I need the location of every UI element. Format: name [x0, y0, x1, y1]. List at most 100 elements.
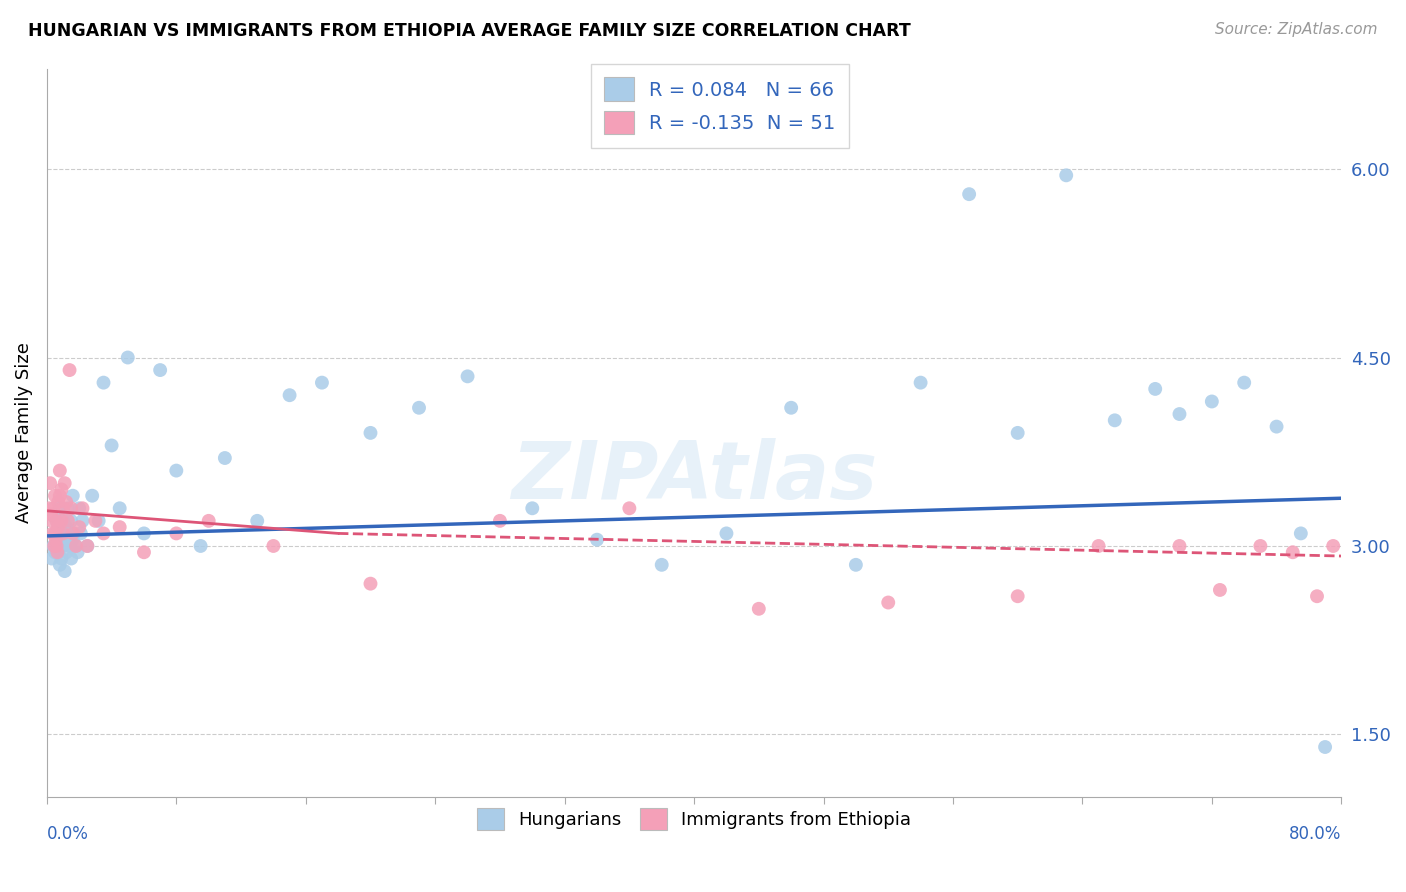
Point	[58, 363, 80, 377]
Point	[522, 501, 544, 516]
Point	[1209, 582, 1232, 597]
Point	[63, 526, 86, 541]
Point	[53, 476, 76, 491]
Point	[46, 520, 69, 534]
Point	[84, 514, 107, 528]
Point	[46, 545, 69, 559]
Point	[76, 539, 98, 553]
Point	[60, 501, 83, 516]
Point	[44, 526, 66, 541]
Point	[53, 564, 76, 578]
Point	[53, 533, 76, 547]
Point	[67, 520, 90, 534]
Point	[197, 514, 219, 528]
Point	[60, 514, 83, 528]
Point	[716, 526, 738, 541]
Legend: Hungarians, Immigrants from Ethiopia: Hungarians, Immigrants from Ethiopia	[468, 799, 921, 839]
Point	[52, 501, 75, 516]
Point	[190, 539, 212, 553]
Point	[46, 533, 69, 547]
Point	[1306, 589, 1329, 603]
Point	[52, 526, 75, 541]
Point	[44, 526, 66, 541]
Point	[93, 376, 115, 390]
Point	[45, 514, 67, 528]
Point	[55, 495, 77, 509]
Point	[51, 551, 73, 566]
Point	[44, 545, 66, 559]
Point	[70, 526, 93, 541]
Point	[51, 526, 73, 541]
Point	[66, 545, 89, 559]
Point	[360, 576, 382, 591]
Point	[1281, 545, 1303, 559]
Text: 0.0%: 0.0%	[46, 825, 89, 843]
Point	[42, 501, 65, 516]
Point	[51, 514, 73, 528]
Text: 80.0%: 80.0%	[1289, 825, 1341, 843]
Point	[1249, 539, 1271, 553]
Point	[1087, 539, 1109, 553]
Point	[108, 520, 131, 534]
Point	[117, 351, 139, 365]
Point	[62, 489, 84, 503]
Point	[45, 533, 67, 547]
Text: ZIPAtlas: ZIPAtlas	[510, 438, 877, 516]
Point	[165, 526, 187, 541]
Point	[49, 558, 72, 572]
Point	[214, 450, 236, 465]
Point	[408, 401, 430, 415]
Point	[165, 464, 187, 478]
Point	[41, 551, 63, 566]
Text: Source: ZipAtlas.com: Source: ZipAtlas.com	[1215, 22, 1378, 37]
Point	[311, 376, 333, 390]
Point	[38, 501, 60, 516]
Point	[1168, 407, 1191, 421]
Point	[46, 495, 69, 509]
Point	[100, 438, 122, 452]
Point	[132, 545, 155, 559]
Point	[55, 520, 77, 534]
Point	[1007, 589, 1029, 603]
Point	[42, 539, 65, 553]
Point	[149, 363, 172, 377]
Point	[1144, 382, 1167, 396]
Point	[910, 376, 932, 390]
Point	[845, 558, 868, 572]
Point	[1265, 419, 1288, 434]
Point	[1007, 425, 1029, 440]
Point	[72, 514, 94, 528]
Point	[93, 526, 115, 541]
Point	[1313, 739, 1336, 754]
Point	[52, 539, 75, 553]
Point	[1054, 169, 1077, 183]
Point	[780, 401, 803, 415]
Point	[1201, 394, 1223, 409]
Point	[489, 514, 512, 528]
Point	[748, 602, 770, 616]
Point	[56, 526, 79, 541]
Point	[619, 501, 641, 516]
Point	[46, 520, 69, 534]
Point	[108, 501, 131, 516]
Point	[278, 388, 301, 402]
Point	[56, 501, 79, 516]
Point	[52, 514, 75, 528]
Point	[360, 425, 382, 440]
Point	[132, 526, 155, 541]
Point	[45, 539, 67, 553]
Point	[62, 526, 84, 541]
Point	[65, 539, 87, 553]
Point	[76, 539, 98, 553]
Point	[55, 545, 77, 559]
Point	[1233, 376, 1256, 390]
Point	[45, 514, 67, 528]
Point	[586, 533, 609, 547]
Point	[877, 595, 900, 609]
Point	[87, 514, 110, 528]
Point	[39, 508, 62, 522]
Point	[262, 539, 284, 553]
Point	[1322, 539, 1344, 553]
Point	[651, 558, 673, 572]
Point	[49, 489, 72, 503]
